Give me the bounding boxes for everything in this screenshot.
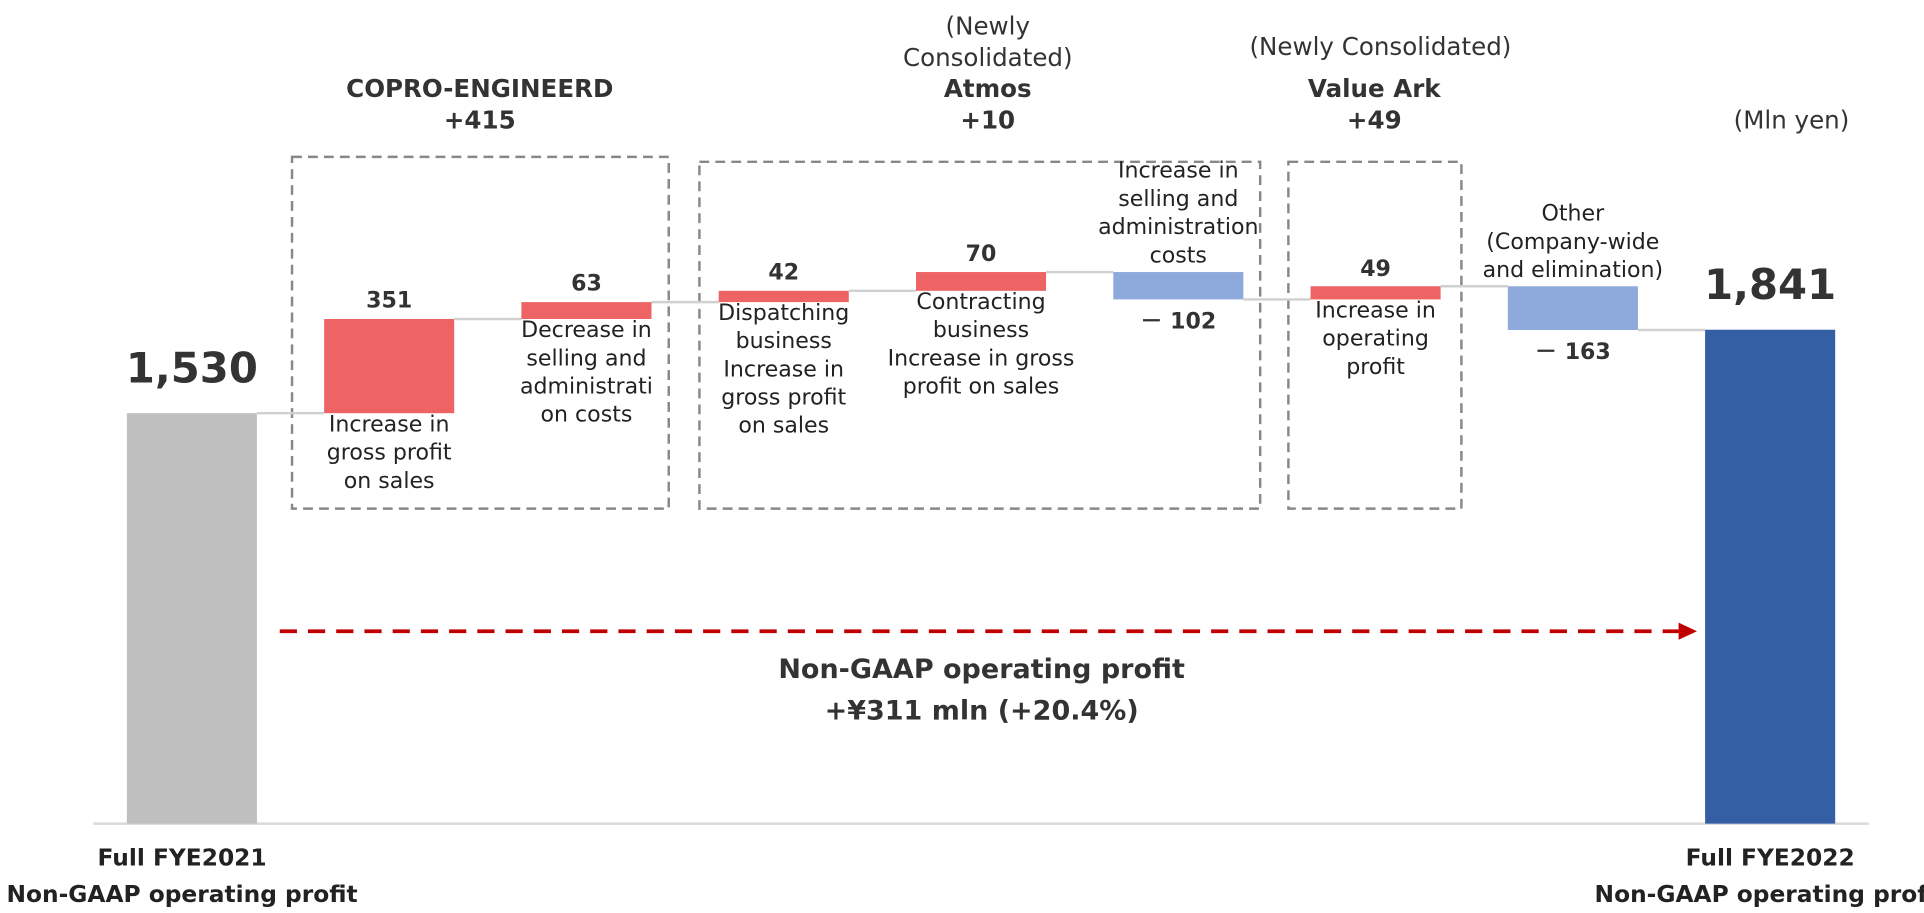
value-label: 42 [768,260,800,286]
category-label: Contracting business Increase in gross p… [887,289,1075,400]
bar [915,272,1047,291]
group-box [698,160,1262,510]
group-title: Atmos +10 [943,73,1032,135]
bar [718,290,849,303]
group-box [1287,160,1463,510]
bar [126,413,257,824]
bar [1113,272,1244,300]
category-label: Full FYE2022 Non-GAAP operating profit [1594,844,1924,909]
category-label: Increase in selling and administration c… [1098,158,1259,269]
category-label: Decrease in selling and administrati on … [519,317,653,429]
category-label: Increase in operating profit [1315,298,1436,381]
group-note: (Newly Consolidated) [1249,31,1512,62]
bar [1507,286,1638,330]
bar [1310,286,1441,300]
arrow-head [1678,622,1697,640]
category-label: Increase in gross profit on sales [326,411,452,495]
total-label: 1,841 [1704,261,1837,311]
category-label: Full FYE2021 Non-GAAP operating profit [6,844,358,909]
bar [1705,329,1836,824]
group-title: COPRO-ENGINEERD +415 [346,73,614,135]
value-label: 351 [366,288,413,315]
unit-label: (Mln yen) [1733,105,1850,135]
group-box [290,155,670,510]
value-label: － 163 [1534,339,1611,366]
total-label: 1,530 [125,344,258,394]
group-note: (Newly Consolidated) [902,11,1073,73]
category-label: Other (Company-wide and elimination) [1482,200,1664,283]
annotation: Non-GAAP operating profit +¥311 mln (+20… [778,654,1185,727]
group-boxes [290,155,1463,510]
value-label: 70 [965,241,997,268]
bar [521,302,652,319]
value-label: 49 [1360,255,1391,282]
bar [324,318,455,414]
category-label: Dispatching business Increase in gross p… [718,300,850,440]
value-label: － 102 [1140,309,1217,335]
group-title: Value Ark +49 [1307,73,1441,135]
value-label: 63 [571,271,602,298]
